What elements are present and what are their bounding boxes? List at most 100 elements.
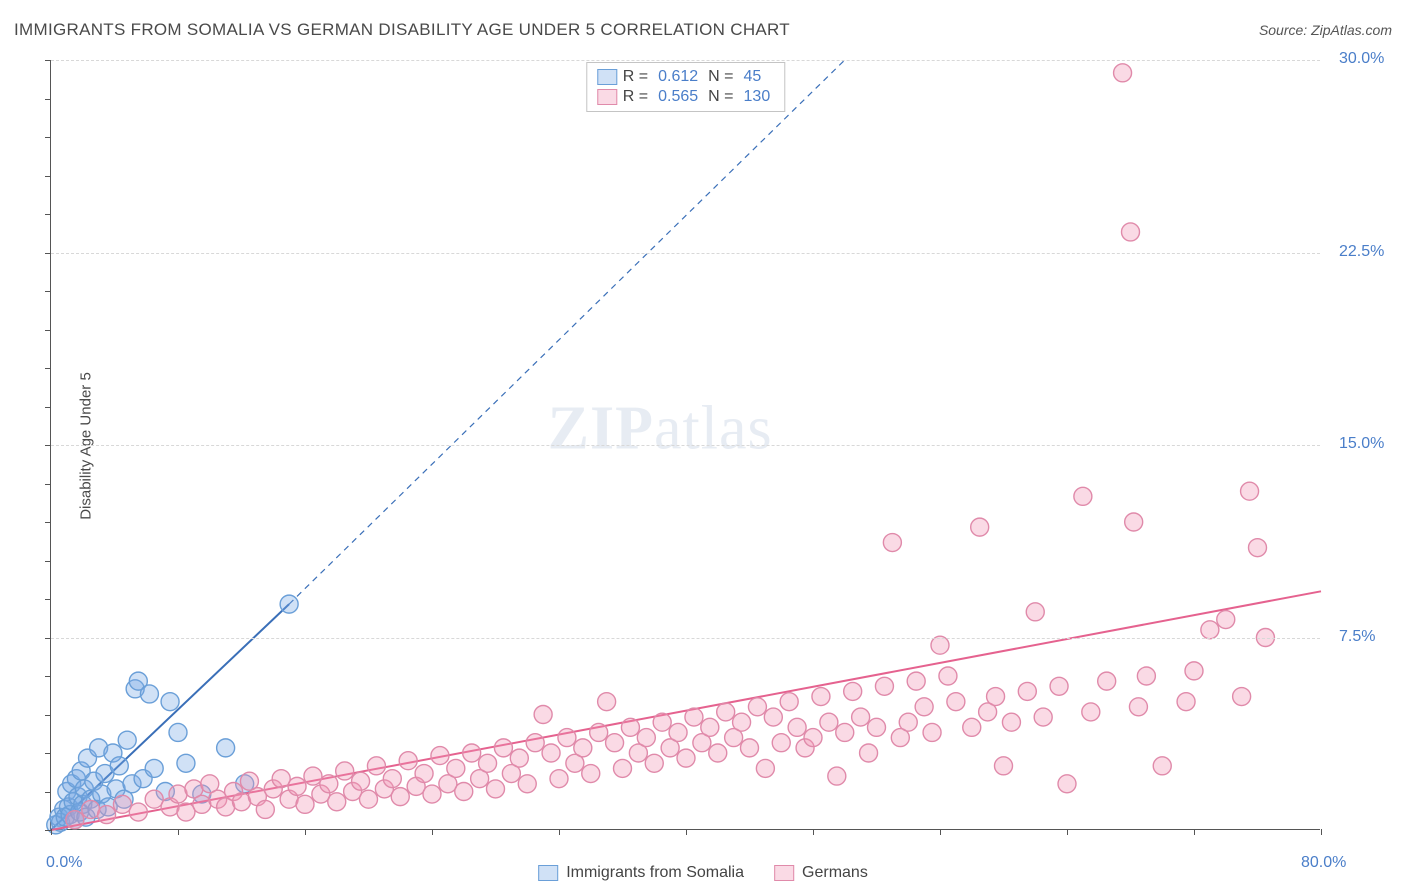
y-tick (45, 176, 51, 177)
data-point (1018, 682, 1036, 700)
source-attribution: Source: ZipAtlas.com (1259, 22, 1392, 38)
data-point (352, 772, 370, 790)
y-tick (45, 445, 51, 446)
y-tick (45, 368, 51, 369)
data-point (1233, 688, 1251, 706)
data-point (621, 718, 639, 736)
data-point (907, 672, 925, 690)
data-point (510, 749, 528, 767)
data-point (772, 734, 790, 752)
data-point (66, 811, 84, 829)
grid-line (51, 253, 1320, 254)
data-point (915, 698, 933, 716)
data-point (256, 800, 274, 818)
data-point (140, 685, 158, 703)
data-point (534, 706, 552, 724)
data-point (812, 688, 830, 706)
y-tick (45, 753, 51, 754)
y-tick-label: 7.5% (1339, 628, 1375, 646)
legend-label-somalia: Immigrants from Somalia (566, 864, 744, 882)
bottom-legend-somalia: Immigrants from Somalia (538, 864, 744, 882)
data-point (1026, 603, 1044, 621)
y-tick (45, 715, 51, 716)
data-point (733, 713, 751, 731)
trend-line-extrapolated (289, 60, 845, 604)
data-point (931, 636, 949, 654)
data-point (1122, 223, 1140, 241)
x-tick (813, 829, 814, 835)
y-tick-label: 15.0% (1339, 435, 1384, 453)
data-point (717, 703, 735, 721)
data-point (923, 723, 941, 741)
x-tick (178, 829, 179, 835)
data-point (1153, 757, 1171, 775)
data-point (1249, 539, 1267, 557)
data-point (145, 759, 163, 777)
data-point (780, 693, 798, 711)
data-point (1034, 708, 1052, 726)
data-point (1217, 611, 1235, 629)
x-tick (305, 829, 306, 835)
data-point (653, 713, 671, 731)
x-tick (51, 829, 52, 835)
data-point (590, 723, 608, 741)
y-tick (45, 830, 51, 831)
data-point (161, 693, 179, 711)
data-point (788, 718, 806, 736)
data-point (288, 777, 306, 795)
y-tick (45, 330, 51, 331)
data-point (383, 770, 401, 788)
y-tick (45, 561, 51, 562)
data-point (1074, 487, 1092, 505)
plot-area: ZIPatlas R = 0.612 N = 45 R = 0.565 N = … (50, 60, 1320, 830)
data-point (748, 698, 766, 716)
data-point (320, 775, 338, 793)
data-point (415, 765, 433, 783)
y-tick (45, 99, 51, 100)
data-point (1201, 621, 1219, 639)
x-tick-label: 0.0% (46, 854, 82, 872)
x-tick-label: 80.0% (1301, 854, 1346, 872)
data-point (614, 759, 632, 777)
data-point (741, 739, 759, 757)
data-point (463, 744, 481, 762)
data-point (836, 723, 854, 741)
x-tick (1321, 829, 1322, 835)
data-point (296, 795, 314, 813)
data-point (995, 757, 1013, 775)
data-point (1050, 677, 1068, 695)
grid-line (51, 60, 1320, 61)
chart-container: IMMIGRANTS FROM SOMALIA VS GERMAN DISABI… (0, 0, 1406, 892)
grid-line (51, 638, 1320, 639)
data-point (336, 762, 354, 780)
bottom-legend: Immigrants from Somalia Germans (538, 864, 868, 882)
data-point (110, 757, 128, 775)
x-tick (686, 829, 687, 835)
bottom-legend-germans: Germans (774, 864, 868, 882)
data-point (1082, 703, 1100, 721)
data-point (947, 693, 965, 711)
data-point (431, 747, 449, 765)
data-point (455, 783, 473, 801)
data-point (764, 708, 782, 726)
y-tick (45, 599, 51, 600)
data-point (963, 718, 981, 736)
data-point (669, 723, 687, 741)
y-tick (45, 484, 51, 485)
data-point (494, 739, 512, 757)
data-point (875, 677, 893, 695)
data-point (1177, 693, 1195, 711)
x-tick (1194, 829, 1195, 835)
data-point (883, 534, 901, 552)
data-point (701, 718, 719, 736)
data-point (709, 744, 727, 762)
y-tick (45, 522, 51, 523)
data-point (1098, 672, 1116, 690)
data-point (868, 718, 886, 736)
grid-line (51, 445, 1320, 446)
data-point (1058, 775, 1076, 793)
data-point (391, 788, 409, 806)
chart-title: IMMIGRANTS FROM SOMALIA VS GERMAN DISABI… (14, 20, 790, 40)
y-tick (45, 214, 51, 215)
data-point (582, 765, 600, 783)
